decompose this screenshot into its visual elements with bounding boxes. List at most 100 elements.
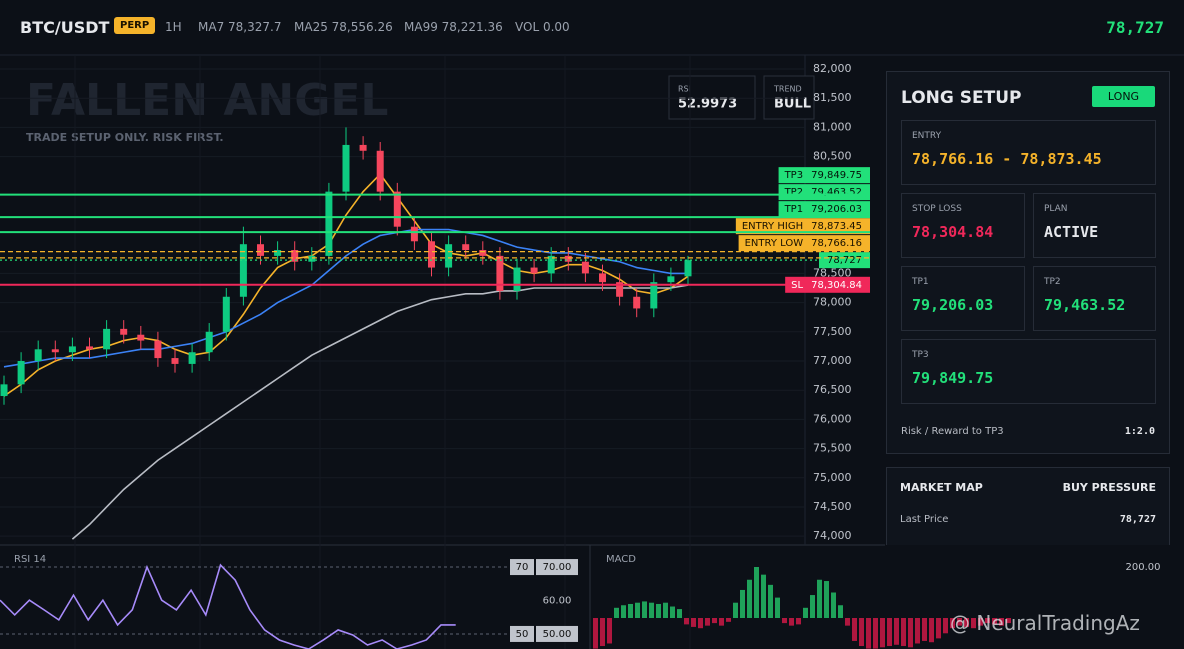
macd-bar	[719, 617, 724, 626]
macd-bar	[775, 597, 780, 618]
candle-body	[239, 244, 247, 297]
candle-body	[428, 241, 435, 268]
macd-bar	[978, 617, 983, 626]
macd-bar	[761, 574, 766, 618]
tp3-label: TP3	[912, 350, 929, 360]
watermark: @ NeuralTradingAz	[950, 611, 1140, 635]
macd-bar	[922, 617, 927, 641]
macd-bar	[810, 595, 815, 618]
macd-bar	[887, 617, 892, 647]
macd-bar	[635, 602, 640, 618]
macd-bar	[852, 617, 857, 641]
candle-body	[410, 226, 418, 242]
candle-body	[103, 328, 111, 350]
rsi-box-label: RSI	[678, 85, 691, 94]
rsi-level-tag	[510, 625, 534, 642]
macd-bar	[915, 617, 920, 644]
market-map-panel: MARKET MAP BUY PRESSURE Last Price 78,72…	[886, 467, 1170, 545]
macd-bar	[1006, 617, 1011, 624]
candle-body	[86, 346, 93, 350]
macd-bar	[943, 617, 948, 634]
rsi-level-label: 70	[516, 562, 529, 573]
y-tick-label: 76,500	[813, 383, 852, 396]
macd-bar	[971, 617, 976, 629]
macd-bar	[705, 617, 710, 626]
candle-body	[257, 244, 264, 256]
level-value: 79,849.75	[811, 170, 862, 181]
candle-body	[291, 250, 299, 262]
rsi-tick-label: 60.00	[543, 596, 572, 607]
rsi-title: RSI 14	[14, 554, 46, 565]
level-tag	[738, 235, 870, 252]
macd-bar	[831, 592, 836, 618]
setup-panel: LONG SETUP LONG ENTRY 78,766.16 - 78,873…	[886, 71, 1170, 454]
macd-bar	[607, 617, 612, 644]
tp2-box: TP2 79,463.52	[1033, 266, 1156, 331]
level-label: ENTRY HIGH	[742, 221, 803, 232]
candle-body	[325, 191, 333, 256]
rsi-tick-label: 50.00	[543, 629, 572, 640]
stop-box: STOP LOSS 78,304.84	[901, 193, 1025, 258]
macd-bar	[992, 617, 997, 625]
y-tick-label: 74,000	[813, 529, 852, 542]
level-value: 79,206.03	[811, 204, 862, 215]
macd-bar	[677, 609, 682, 618]
volume-readout: VOL 0.00	[515, 20, 570, 34]
candle-body	[684, 260, 692, 277]
y-tick-label: 80,500	[813, 150, 852, 163]
macd-bar	[670, 606, 675, 618]
macd-bar	[957, 617, 962, 626]
candle-body	[599, 273, 606, 283]
trend-box-value: BULL	[774, 97, 811, 112]
rsi-level-tag	[510, 559, 534, 576]
macd-bar	[621, 605, 626, 618]
watermark-title: FALLEN ANGEL	[26, 75, 388, 126]
candle-body	[137, 334, 145, 341]
last-price-value: 78,727	[1119, 514, 1156, 525]
macd-bar	[768, 584, 773, 618]
level-tag	[735, 218, 870, 235]
trend-box	[763, 75, 815, 120]
y-tick-label: 81,000	[813, 120, 852, 133]
stop-label: STOP LOSS	[912, 204, 962, 214]
candle-body	[308, 255, 316, 262]
macd-bar	[649, 602, 654, 618]
tp1-box: TP1 79,206.03	[901, 266, 1025, 331]
macd-bar	[754, 567, 759, 618]
candle-body	[222, 296, 230, 332]
tp2-value: 79,463.52	[1044, 296, 1126, 314]
moving-average	[3, 172, 689, 397]
candle-body	[359, 144, 367, 151]
y-tick-label: 82,000	[813, 62, 852, 75]
macd-bar	[894, 617, 899, 645]
macd-bar	[866, 617, 871, 649]
ma99-readout: MA99 78,221.36	[404, 20, 503, 34]
macd-bar	[663, 602, 668, 618]
macd-bar	[908, 617, 913, 648]
macd-bar	[789, 617, 794, 626]
interval[interactable]: 1H	[165, 20, 182, 34]
entry-label: ENTRY	[912, 131, 942, 141]
macd-bar	[726, 617, 731, 622]
macd-bar	[747, 579, 752, 618]
candle-body	[513, 267, 521, 291]
macd-bar	[642, 601, 647, 618]
ma25-readout: MA25 78,556.26	[294, 20, 393, 34]
trend-box-label: TREND	[773, 85, 802, 94]
tp3-box: TP3 79,849.75	[901, 339, 1156, 404]
candle-body	[68, 346, 76, 353]
macd-title: MACD	[606, 554, 636, 565]
rsi-box	[668, 75, 756, 120]
candle-body	[547, 255, 555, 274]
macd-bar	[880, 617, 885, 648]
candle-body	[530, 267, 538, 274]
level-tag	[778, 167, 870, 184]
candle-body	[51, 349, 59, 353]
candle-body	[445, 244, 453, 268]
candle-body	[376, 150, 384, 192]
level-value: 78,766.16	[811, 238, 862, 249]
level-tag	[785, 276, 870, 293]
rr-value: 1:2.0	[1124, 426, 1155, 437]
y-tick-label: 75,500	[813, 442, 852, 455]
